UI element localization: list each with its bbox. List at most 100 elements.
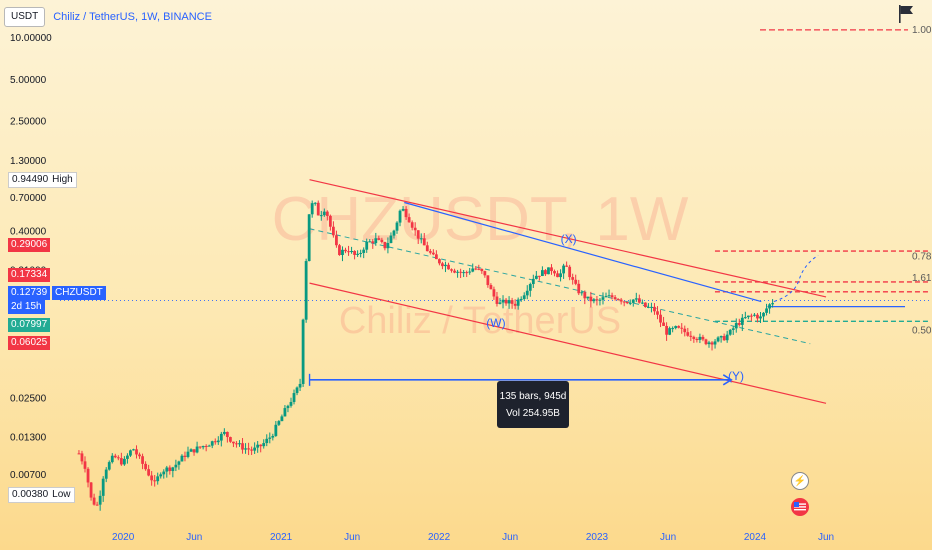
candle-body <box>107 462 111 470</box>
candle-body <box>513 303 517 306</box>
fib-level-label: 1.00 <box>912 25 932 36</box>
candle-body <box>404 208 408 218</box>
candle-body <box>759 316 762 319</box>
candle-body <box>310 203 314 215</box>
candle-body <box>416 230 420 239</box>
candle-body <box>719 336 723 338</box>
x-tick-label: 2020 <box>112 532 135 543</box>
candle-body <box>398 210 402 223</box>
candle-body <box>665 325 668 335</box>
candle-body <box>501 299 505 303</box>
candle-body <box>222 431 226 434</box>
candle-body <box>413 227 417 231</box>
currency-button[interactable]: USDT <box>4 7 46 27</box>
candle-body <box>241 443 244 450</box>
candle-body <box>250 449 254 451</box>
candle-body <box>219 433 223 441</box>
measure-volume: Vol 254.95B <box>506 407 560 419</box>
candle-body <box>701 336 705 340</box>
candle-body <box>662 322 665 326</box>
candle-body <box>634 298 638 300</box>
candle-body <box>601 297 605 300</box>
candle-body <box>113 455 117 458</box>
candle-body <box>728 329 732 335</box>
candle-body <box>444 264 447 267</box>
candle-body <box>80 453 84 462</box>
x-tick-label: Jun <box>818 532 834 543</box>
candle-body <box>510 300 514 304</box>
level-tag-red: 0.17334 <box>8 268 51 282</box>
candle-body <box>195 446 199 453</box>
trend-channel-line <box>309 282 827 404</box>
candle-body <box>765 308 768 313</box>
candle-body <box>162 471 166 475</box>
candle-body <box>453 270 456 273</box>
y-tick-label: 1.30000 <box>10 156 47 167</box>
candle-body <box>401 208 405 211</box>
candle-body <box>507 300 511 304</box>
candle-body <box>565 265 569 267</box>
candle-body <box>207 445 211 447</box>
candle-body <box>301 319 305 384</box>
candle-body <box>135 449 138 455</box>
high-price-tag: 0.94490 High <box>8 172 77 188</box>
candle-body <box>471 268 475 272</box>
candle-body <box>459 271 463 273</box>
candle-body <box>359 252 363 254</box>
candle-body <box>468 271 472 273</box>
candle-body <box>341 249 344 256</box>
candle-body <box>568 266 572 278</box>
y-tick-label: 2.50000 <box>10 117 47 128</box>
candle-body <box>647 306 650 308</box>
candle-body <box>141 456 144 464</box>
candle-body <box>425 245 429 252</box>
candle-body <box>434 254 438 260</box>
watermark-symbol: CHZUSDT, 1W <box>272 185 689 254</box>
candle-body <box>677 326 681 328</box>
candle-body <box>516 299 520 306</box>
candle-body <box>362 249 366 253</box>
candle-body <box>104 469 108 479</box>
candle-body <box>322 211 326 216</box>
y-tick-label: 0.70000 <box>10 193 47 204</box>
candle-body <box>98 495 102 505</box>
candle-body <box>101 478 105 496</box>
candle-body <box>319 215 323 217</box>
candle-body <box>707 342 711 345</box>
fib-level-label: 1.618 <box>912 273 932 284</box>
candle-body <box>595 299 599 301</box>
low-price-tag: 0.00380 Low <box>8 487 75 503</box>
candle-body <box>580 292 584 294</box>
candle-body <box>486 275 490 286</box>
y-tick-label: 0.01300 <box>10 433 47 444</box>
candle-body <box>347 251 350 253</box>
candle-body <box>574 279 578 284</box>
candle-body <box>395 222 399 231</box>
candle-body <box>671 328 675 330</box>
candle-body <box>383 242 387 249</box>
candle-body <box>153 480 157 482</box>
candle-body <box>338 245 341 256</box>
candle-body <box>586 296 590 299</box>
candle-body <box>201 445 205 448</box>
trend-channel-line <box>404 201 762 303</box>
candle-body <box>216 440 220 443</box>
candle-body <box>550 267 553 272</box>
candle-body <box>150 475 154 481</box>
candle-body <box>725 334 729 341</box>
lightning-icon[interactable]: ⚡ <box>791 472 809 490</box>
candle-body <box>598 299 602 301</box>
projection-path <box>773 254 819 303</box>
candle-body <box>377 238 381 240</box>
wave-label: (Y) <box>728 369 744 383</box>
x-tick-label: 2021 <box>270 532 293 543</box>
candle-body <box>244 448 247 450</box>
candle-body <box>625 301 629 304</box>
candle-body <box>380 239 384 243</box>
us-flag-icon[interactable] <box>791 498 809 516</box>
candle-body <box>86 468 90 483</box>
candle-body <box>280 416 284 422</box>
flag-icon[interactable] <box>897 4 915 24</box>
candle-body <box>750 315 753 317</box>
